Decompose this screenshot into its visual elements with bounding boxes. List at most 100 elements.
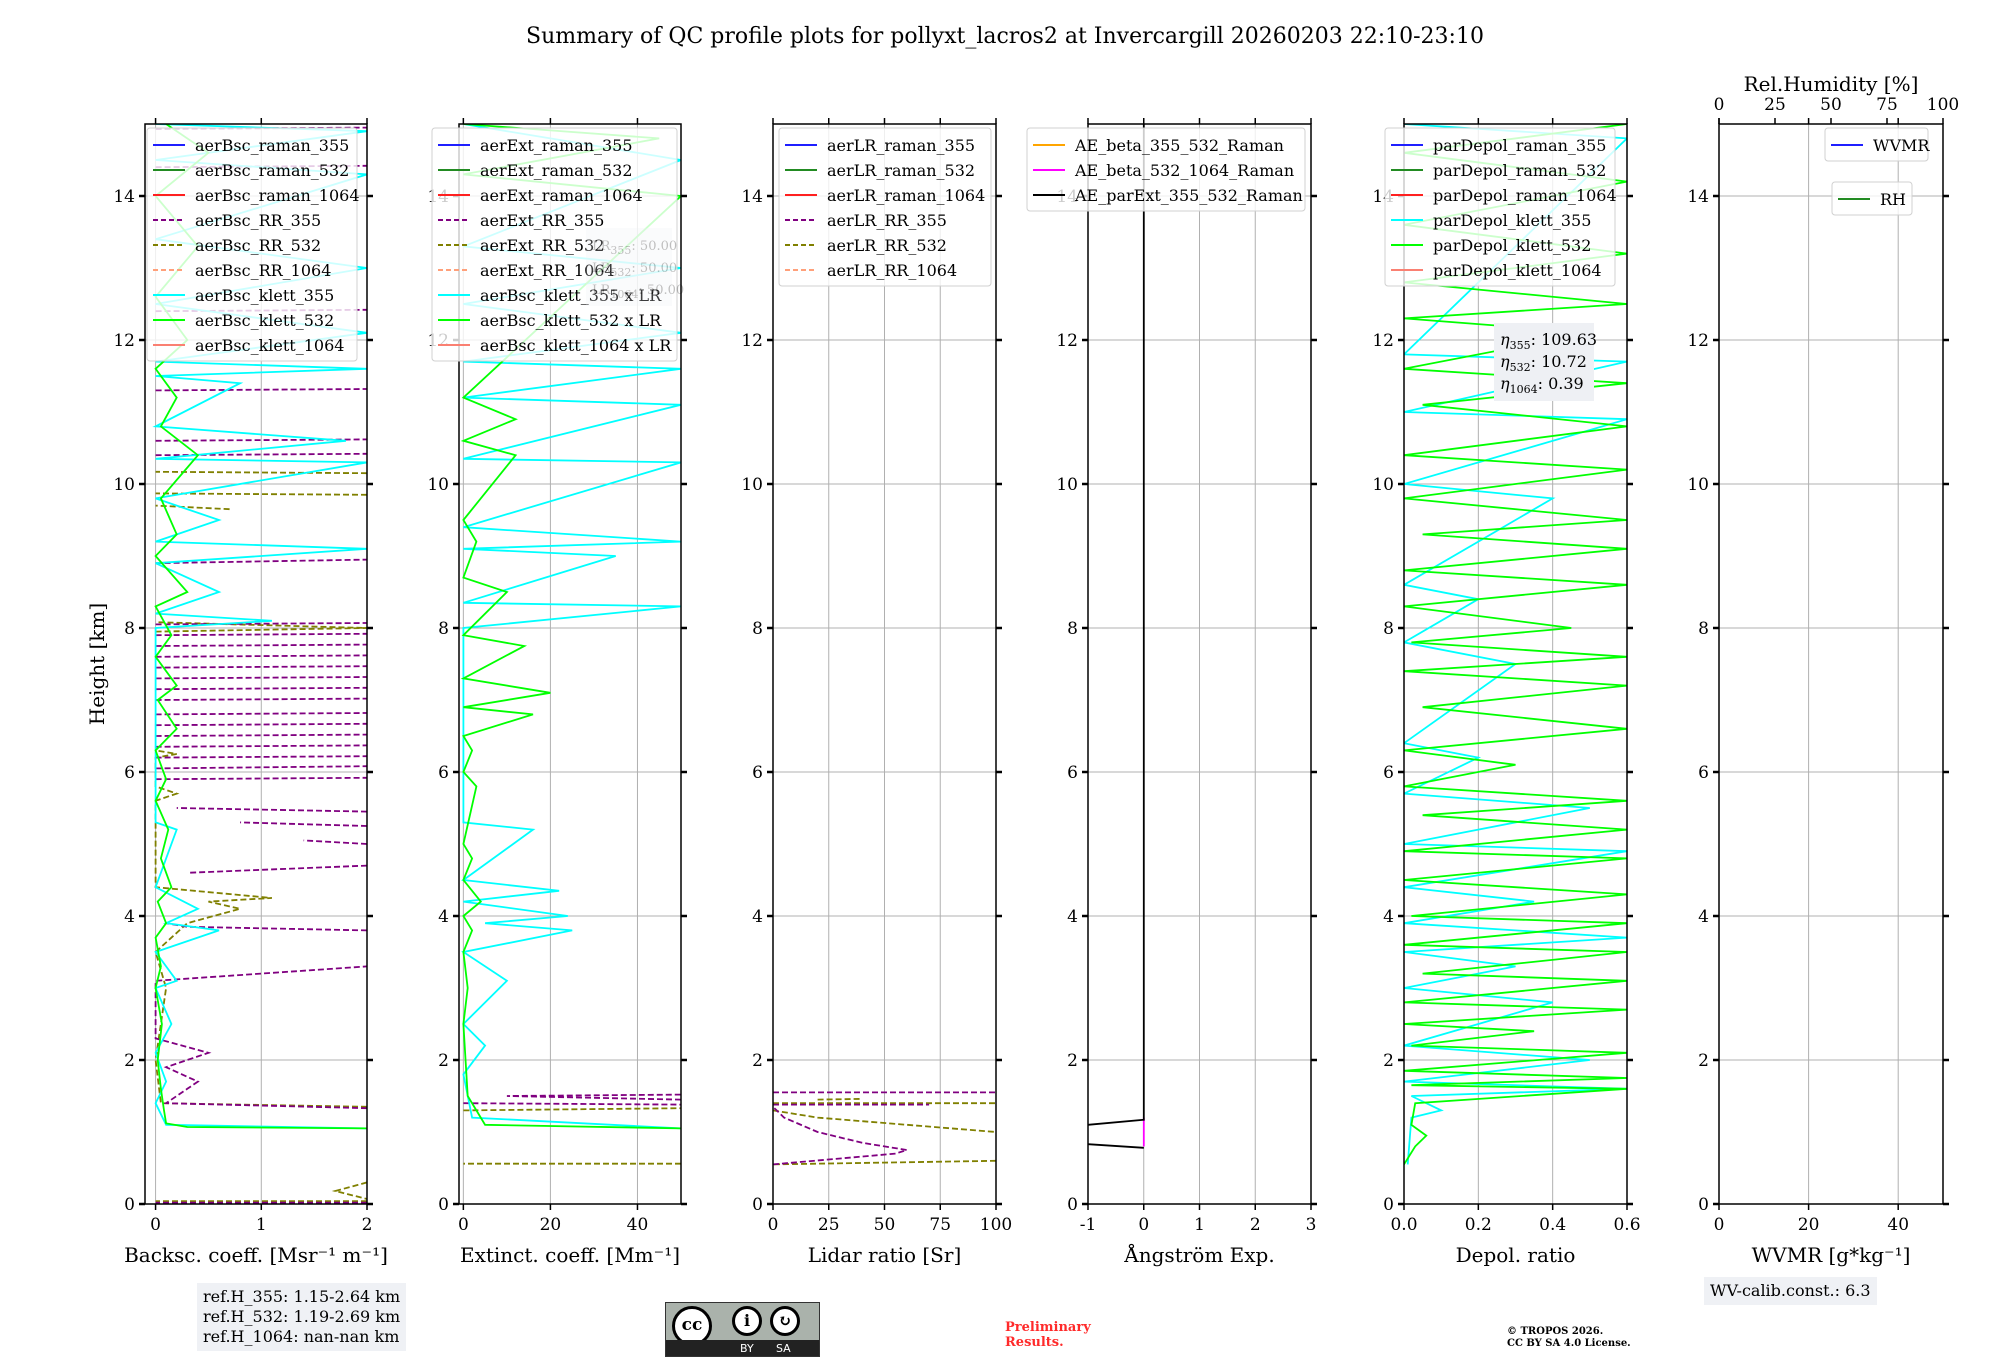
- x-tick-label: 0.4: [1539, 1215, 1566, 1235]
- share-alike-icon: ↻: [770, 1306, 800, 1336]
- legend-box: [1824, 127, 1929, 162]
- series-aerBsc_RR_355-segment: [155, 744, 367, 748]
- ref-h-355: ref.H_355: 1.15-2.64 km: [203, 1287, 401, 1306]
- x-tick-label: 100: [980, 1215, 1012, 1235]
- copyright-line-1: © TROPOS 2026.: [1507, 1326, 1604, 1337]
- legend-entry: aerBsc_klett_532: [195, 311, 334, 330]
- y-tick-label: 0: [1698, 1195, 1709, 1215]
- legend-entry: aerExt_RR_532: [480, 236, 604, 255]
- legend-entry: AE_beta_355_532_Raman: [1074, 136, 1284, 155]
- legend-entry: aerLR_RR_355: [827, 211, 947, 230]
- legend-entry: aerBsc_klett_355 x LR: [480, 286, 662, 305]
- x-axis-label: Depol. ratio: [1456, 1243, 1576, 1267]
- y-tick-label: 0: [438, 1195, 449, 1215]
- by-label: BY: [740, 1342, 754, 1355]
- figure-title: Summary of QC profile plots for pollyxt_…: [526, 24, 1484, 49]
- series-aerBsc_RR_355-segment: [155, 558, 367, 565]
- annotation-text: η1064: 0.39: [1500, 374, 1584, 396]
- series-aerBsc_RR_355-segment: [155, 676, 367, 680]
- annotation-background: [586, 228, 672, 306]
- legend: RH: [1831, 181, 1913, 216]
- legend-entry: aerBsc_raman_355: [195, 136, 349, 155]
- series-aerBsc_RR_355-segment: [155, 643, 367, 647]
- legend-entry: aerBsc_RR_1064: [195, 261, 331, 280]
- series-aerBsc_RR_355-segment: [240, 821, 367, 827]
- panel-2: 0246810121402040Extinct. coeff. [Mm⁻¹]ae…: [427, 118, 687, 1267]
- y-tick-label: 4: [752, 907, 763, 927]
- y-tick-label: 8: [1698, 619, 1709, 639]
- x-tick-label: 50: [874, 1215, 896, 1235]
- series-aerLR_RR_532-segment: [817, 1098, 863, 1101]
- y-tick-label: 2: [1067, 1051, 1078, 1071]
- preliminary-results-note: Preliminary Results.: [1005, 1320, 1091, 1350]
- x-tick-label: 0.6: [1613, 1215, 1640, 1235]
- y-axis-label: Height [km]: [85, 603, 109, 725]
- x-axis-label: WVMR [g*kg⁻¹]: [1752, 1243, 1911, 1267]
- series-aerLR_RR_532-segment: [773, 1109, 996, 1133]
- x-tick-label: 0: [150, 1215, 161, 1235]
- y-tick-label: 6: [438, 763, 449, 783]
- x-tick-label: 25: [818, 1215, 840, 1235]
- series-aerBsc_RR_355-segment: [154, 965, 367, 1110]
- annotation-value: : 50.00: [638, 283, 684, 298]
- x-tick-label: 0: [458, 1215, 469, 1235]
- y-tick-label: 14: [1687, 187, 1709, 207]
- legend-entry: RH: [1880, 190, 1906, 209]
- y-tick-label: 6: [124, 763, 135, 783]
- axes-frame: [772, 123, 997, 1205]
- legend-entry: parDepol_raman_532: [1433, 161, 1606, 180]
- x-tick-label: -1: [1080, 1215, 1097, 1235]
- series-aerBsc_RR_355-segment: [155, 665, 367, 669]
- series-aerExt_RR_355-segment: [463, 1102, 681, 1106]
- annotation-subscript: 355: [1510, 339, 1531, 352]
- y-tick-label: 10: [741, 475, 763, 495]
- x-tick-label: 20: [540, 1215, 562, 1235]
- legend-entry: aerLR_raman_532: [827, 161, 975, 180]
- x-tick-label: 0: [1714, 1215, 1725, 1235]
- annotation-value: : 0.39: [1538, 374, 1584, 393]
- series-aerBsc_RR_355-segment: [155, 452, 367, 457]
- series-aerBsc_RR_355-segment: [155, 776, 367, 781]
- annotation-symbol: LR: [592, 239, 612, 254]
- y-tick-label: 4: [1383, 907, 1394, 927]
- reference-height-box: ref.H_355: 1.15-2.64 km ref.H_532: 1.19-…: [197, 1283, 407, 1351]
- series-aerBsc_RR_532-segment: [155, 504, 230, 511]
- annotation-symbol: LR: [592, 261, 612, 276]
- y-tick-label: 6: [1383, 763, 1394, 783]
- legend-box: [1026, 127, 1306, 212]
- legend-entry: parDepol_klett_532: [1433, 236, 1591, 255]
- legend-entry: aerExt_RR_1064: [480, 261, 615, 280]
- legend-entry: aerExt_raman_532: [480, 161, 633, 180]
- annotation-subscript: 532: [1510, 361, 1531, 374]
- y-tick-label: 2: [1698, 1051, 1709, 1071]
- axes-frame: [144, 123, 368, 1205]
- legend: parDepol_raman_355 parDepol_raman_532 parD…: [1384, 127, 1617, 287]
- legend: WVMR: [1824, 127, 1930, 162]
- y-tick-label: 6: [752, 763, 763, 783]
- ref-h-532: ref.H_532: 1.19-2.69 km: [203, 1307, 401, 1326]
- y-tick-label: 2: [124, 1051, 135, 1071]
- x-tick-label: 2: [1250, 1215, 1261, 1235]
- series-aerBsc_RR_355-segment: [155, 686, 367, 691]
- annotation-symbol: η: [1500, 330, 1510, 349]
- legend-box: [778, 127, 992, 287]
- attribution-icon: i: [732, 1306, 762, 1336]
- annotation-symbol: LR: [592, 283, 612, 298]
- y-tick-label: 12: [741, 331, 763, 351]
- legend-entry: aerLR_raman_355: [827, 136, 975, 155]
- x-tick-label: 0.0: [1390, 1215, 1417, 1235]
- annotation-subscript: 532: [610, 266, 631, 279]
- legend-entry: aerLR_raman_1064: [827, 186, 985, 205]
- wv-calibration-constant: WV-calib.const.: 6.3: [1704, 1277, 1877, 1305]
- legend-entry: aerExt_raman_1064: [480, 186, 643, 205]
- series-AE_parExt_355_532_Raman-segment: [1088, 1143, 1144, 1149]
- y-tick-label: 6: [1067, 763, 1078, 783]
- y-tick-label: 4: [1067, 907, 1078, 927]
- legend: aerLR_raman_355 aerLR_raman_532 aerLR_rama…: [778, 127, 992, 287]
- y-tick-label: 8: [438, 619, 449, 639]
- series-aerExt_RR_532-segment: [463, 1107, 681, 1112]
- y-tick-label: 10: [1056, 475, 1078, 495]
- legend-entry: aerBsc_klett_1064: [195, 336, 344, 355]
- legend-box: [431, 127, 678, 362]
